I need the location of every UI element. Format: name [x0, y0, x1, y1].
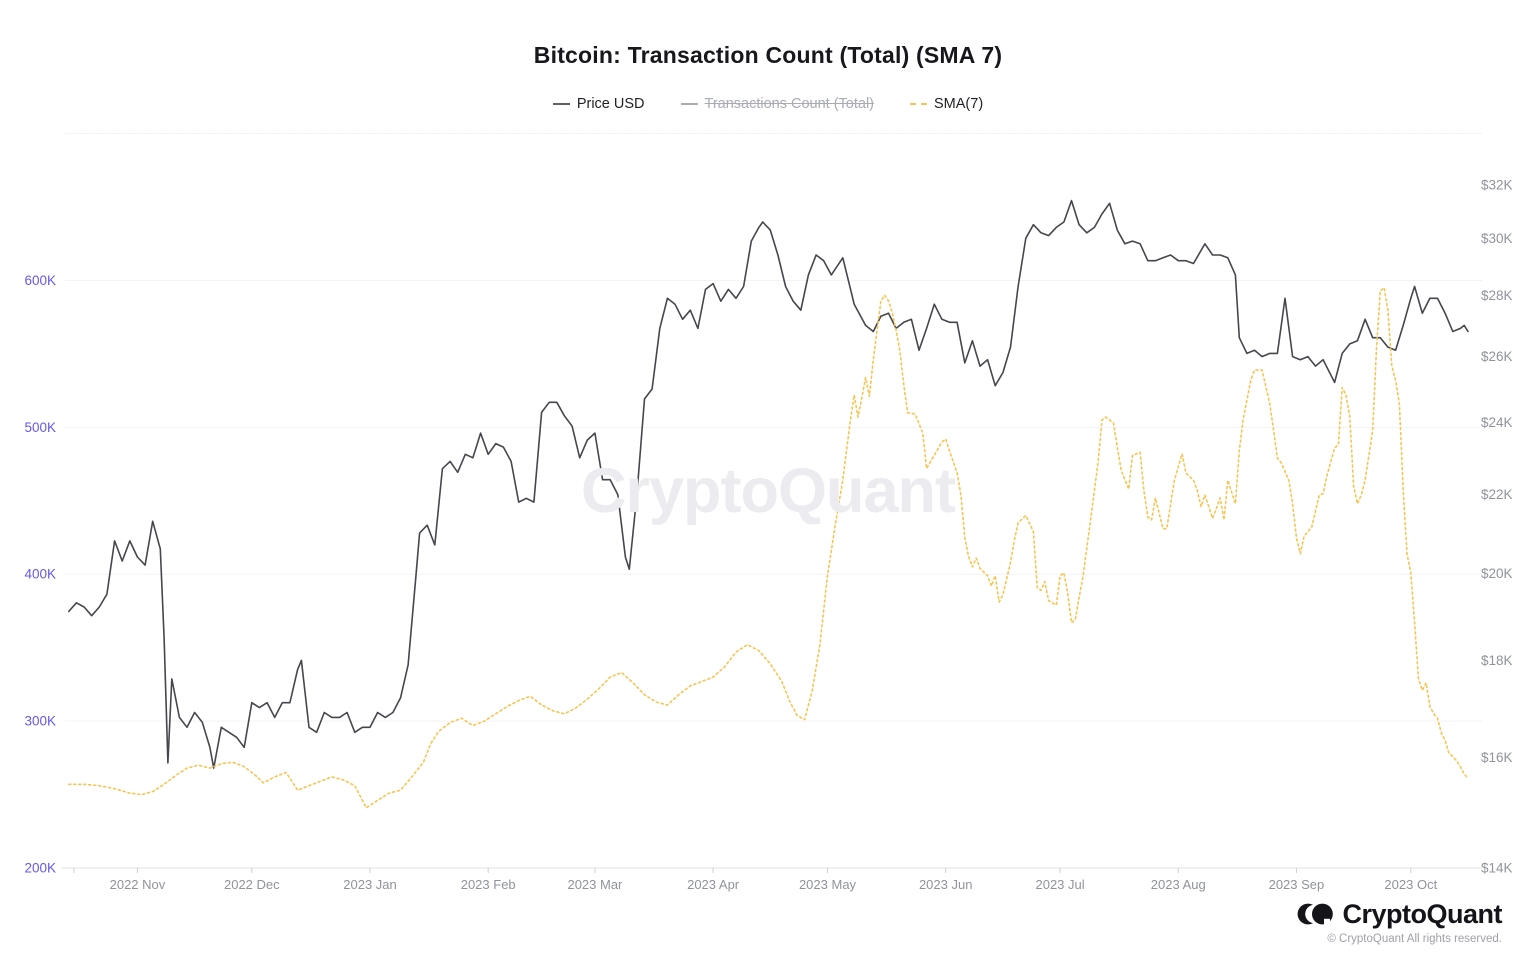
legend-label: Transactions Count (Total): [704, 96, 875, 112]
left-axis-tick-label: 400K: [24, 567, 56, 582]
x-axis-tick-label: 2023 Mar: [567, 877, 623, 892]
right-axis-tick-label: $28K: [1481, 288, 1513, 303]
left-axis-tick-label: 200K: [24, 861, 56, 876]
brand-copyright: © CryptoQuant All rights reserved.: [1327, 933, 1502, 945]
chart-legend: Price USD Transactions Count (Total) SMA(7…: [0, 94, 1536, 114]
right-axis-tick-label: $16K: [1481, 750, 1513, 765]
left-axis-tick-label: 300K: [24, 714, 56, 729]
x-axis-tick-label: 2022 Nov: [110, 877, 166, 892]
right-axis-tick-label: $20K: [1481, 566, 1513, 581]
right-axis-tick-label: $22K: [1481, 487, 1513, 502]
legend-item-sma-7[interactable]: SMA(7): [910, 96, 983, 112]
legend-item-price-usd[interactable]: Price USD: [552, 96, 645, 112]
cryptoquant-logo-icon: [1297, 903, 1333, 925]
x-axis-tick-label: 2023 Aug: [1151, 877, 1206, 892]
x-axis-tick-label: 2023 May: [799, 877, 857, 892]
x-axis-tick-label: 2023 Jun: [919, 877, 973, 892]
legend-swatch-icon: [680, 103, 698, 105]
price-usd-line: [68, 199, 1469, 769]
x-axis-tick-label: 2023 Apr: [687, 877, 740, 892]
right-axis-tick-label: $26K: [1481, 349, 1513, 364]
right-axis-tick-label: $30K: [1481, 231, 1513, 246]
brand-name: CryptoQuant: [1342, 898, 1503, 929]
legend-label: SMA(7): [934, 96, 984, 112]
x-axis-tick-label: 2023 Jul: [1035, 877, 1084, 892]
legend-swatch-icon: [552, 103, 570, 105]
left-axis-tick-label: 500K: [24, 420, 56, 435]
right-axis-tick-label: $24K: [1481, 415, 1513, 430]
brand-footer: CryptoQuant © CryptoQuant All rights res…: [1297, 898, 1503, 945]
legend-label: Price USD: [576, 96, 645, 112]
left-axis-tick-label: 600K: [24, 273, 56, 288]
right-axis-tick-label: $14K: [1481, 861, 1513, 876]
x-axis-tick-label: 2023 Sep: [1269, 877, 1325, 892]
right-axis-tick-label: $32K: [1481, 178, 1513, 193]
legend-item-transactions-count-total[interactable]: Transactions Count (Total): [680, 96, 875, 112]
x-axis-tick-label: 2023 Jan: [343, 877, 397, 892]
x-axis-tick-label: 2023 Oct: [1384, 877, 1437, 892]
legend-swatch-icon: [910, 103, 928, 105]
chart-title: Bitcoin: Transaction Count (Total) (SMA …: [533, 42, 1003, 68]
sma7-line: [68, 287, 1469, 809]
right-axis-tick-label: $18K: [1481, 653, 1513, 668]
x-axis-tick-label: 2022 Dec: [224, 877, 280, 892]
x-axis-tick-label: 2023 Feb: [461, 877, 516, 892]
